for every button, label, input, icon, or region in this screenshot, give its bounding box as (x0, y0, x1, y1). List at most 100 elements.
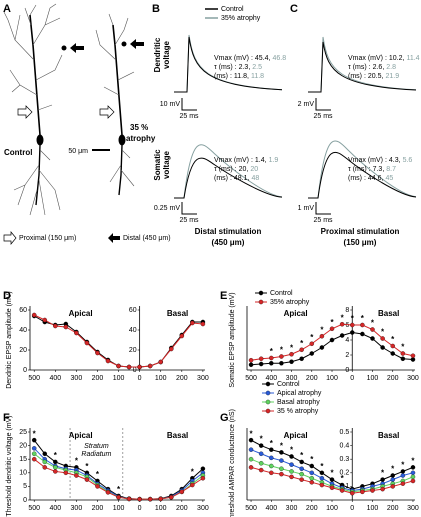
value-row: τ (ms) :20, 20 (214, 166, 258, 173)
data-point (147, 363, 153, 369)
legend-label: Basal atrophy (277, 399, 320, 406)
significance-marker: * (391, 465, 395, 474)
row-label: Dendritic (153, 37, 162, 72)
data-point (31, 446, 37, 451)
data-point (269, 360, 274, 366)
control-value: 2.3 (239, 64, 249, 71)
x-tick-label: 100 (326, 375, 338, 382)
atrophy-value: 2.8 (386, 64, 396, 71)
atrophy-value: 20 (250, 166, 258, 173)
significance-marker: * (33, 429, 37, 438)
data-point (360, 331, 365, 337)
row-label: (ms) : (348, 175, 366, 182)
y-tick-label: 6 (345, 322, 349, 329)
data-point (410, 478, 416, 484)
x-tick-label: 300 (197, 505, 209, 512)
y-tick-label: 5 (23, 483, 27, 490)
row-label: Vmax (mV) : (348, 55, 387, 62)
data-point (309, 351, 315, 356)
x-tick-label: 300 (71, 505, 83, 512)
voltage-trace (174, 36, 283, 93)
region-label: Apical (69, 431, 93, 440)
significance-marker: * (290, 446, 294, 455)
data-point (158, 496, 163, 502)
data-point (350, 330, 355, 335)
legend-swatch (265, 381, 271, 387)
scale-label: 1 mV (298, 205, 315, 212)
y-tick-label: 0.1 (340, 483, 350, 490)
series-line (34, 314, 203, 368)
data-point (126, 364, 132, 370)
separator: , (265, 157, 267, 164)
data-point (63, 324, 69, 330)
control-value: 4.3 (389, 157, 399, 164)
x-tick-label: 300 (286, 505, 298, 512)
significance-marker: * (361, 314, 365, 323)
data-point (390, 473, 395, 478)
separator: , (269, 55, 271, 62)
scale-label: 10 mV (160, 101, 181, 108)
y-tick-label: 60 (129, 307, 137, 314)
y-axis-label: Somatic EPSP amplitude (mV) (229, 292, 236, 387)
scale-bar (315, 98, 331, 111)
x-tick-label: 100 (113, 375, 125, 382)
data-point (390, 343, 395, 349)
data-point (309, 480, 315, 485)
data-point (380, 486, 385, 492)
scale-bar (181, 98, 197, 111)
data-point (42, 317, 48, 323)
row-label: τ (ms) : (348, 166, 371, 173)
region-label: Basal (167, 431, 188, 440)
data-point (410, 357, 416, 362)
x-tick-label: 400 (49, 375, 61, 382)
data-point (258, 461, 264, 466)
value-row: τ (ms) :7.3, 8.7 (348, 166, 396, 173)
x-tick-label: 400 (49, 505, 61, 512)
data-point (400, 469, 406, 474)
significance-marker: * (85, 462, 89, 471)
legend-swatch (265, 399, 271, 405)
data-point (105, 358, 111, 364)
data-point (258, 467, 264, 473)
data-point (370, 336, 375, 341)
separator: , (248, 64, 250, 71)
legend-label: 35% atrophy (221, 15, 261, 22)
data-point (84, 340, 90, 346)
panel-letter: D (3, 290, 11, 302)
data-point (269, 470, 274, 476)
data-point (53, 465, 58, 470)
significance-marker: * (270, 439, 274, 448)
data-point (390, 351, 395, 356)
scale-label: 0.25 mV (154, 205, 180, 212)
x-tick-label: 500 (28, 505, 40, 512)
y-tick-label: 40 (129, 327, 137, 334)
data-point (248, 465, 254, 470)
significance-marker: * (401, 461, 405, 470)
separator: , (382, 64, 384, 71)
significance-marker: * (54, 451, 58, 460)
legend-label: Apical atrophy (277, 390, 322, 397)
data-point (248, 456, 254, 462)
separator: , (247, 73, 249, 80)
data-point (42, 451, 48, 457)
y-tick-label: 0.3 (340, 456, 350, 463)
data-point (279, 471, 284, 477)
data-point (309, 341, 315, 346)
data-point (258, 356, 264, 361)
x-tick-label: 100 (367, 375, 379, 382)
row-label: Vmax (mV) : (214, 157, 253, 164)
data-point (329, 477, 335, 482)
x-tick-label: 200 (92, 375, 104, 382)
significance-marker: * (341, 313, 345, 322)
x-tick-label: 0 (350, 505, 354, 512)
data-point (169, 346, 174, 352)
data-point (74, 473, 79, 478)
value-row: (ms) :48.1, 48 (214, 175, 259, 182)
legend-swatch (258, 290, 264, 296)
region-label: Basal (378, 309, 399, 318)
data-point (299, 466, 304, 471)
voltage-trace (174, 144, 283, 199)
data-point (309, 475, 315, 481)
row-label: τ (ms) : (214, 166, 237, 173)
